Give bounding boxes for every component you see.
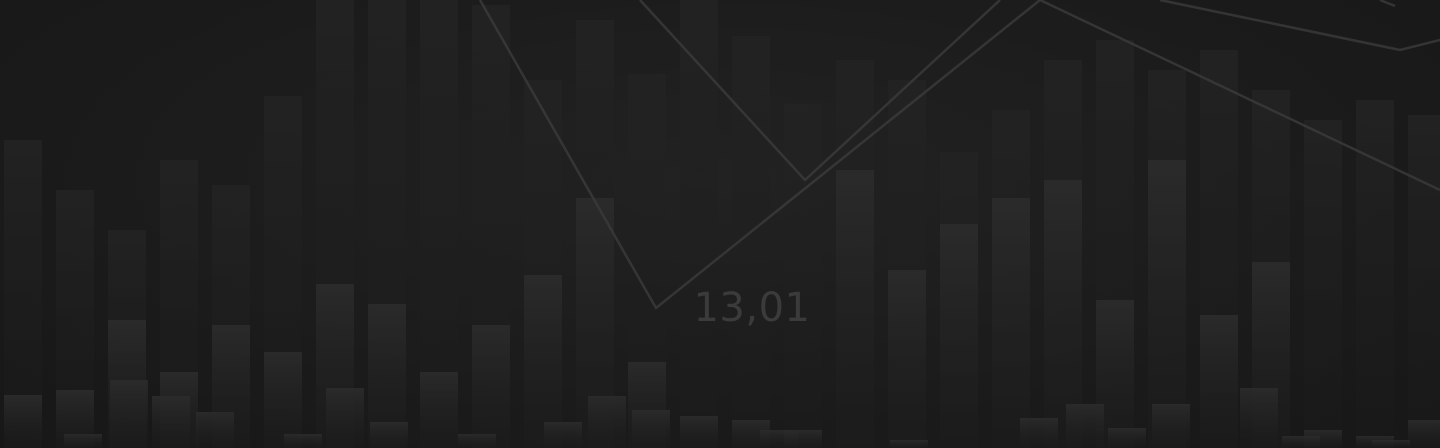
foreground-bar (196, 412, 234, 448)
foreground-bar (1108, 428, 1146, 448)
foreground-bar (836, 170, 874, 448)
foreground-bar (1066, 404, 1104, 448)
foreground-bar (680, 416, 718, 448)
background-bar (680, 0, 718, 448)
foreground-bar (1282, 436, 1320, 448)
foreground-bar (1200, 315, 1238, 448)
foreground-bar (4, 395, 42, 448)
foreground-bar (1044, 180, 1082, 448)
foreground-bar (1020, 418, 1058, 448)
foreground-bar (992, 198, 1030, 448)
foreground-bar (588, 396, 626, 448)
background-bar (1408, 115, 1440, 448)
trend-line (639, 0, 1001, 182)
foreground-bar (544, 422, 582, 448)
foreground-bar (760, 430, 798, 448)
foreground-bar (1240, 388, 1278, 448)
foreground-bar (890, 440, 928, 448)
foreground-bar (940, 224, 978, 448)
foreground-bar (152, 396, 190, 448)
foreground-bar (1372, 440, 1410, 448)
foreground-bar (1408, 420, 1440, 448)
foreground-bar (420, 372, 458, 448)
center-value-label: 13,01 (693, 285, 811, 331)
foreground-bar (264, 352, 302, 448)
foreground-bar (632, 410, 670, 448)
foreground-bar (1148, 160, 1186, 448)
front-bar-layer (4, 160, 1440, 448)
trend-line-layer (478, 0, 1440, 310)
foreground-bar (458, 434, 496, 448)
foreground-bar (888, 270, 926, 448)
trend-line (1159, 0, 1440, 52)
background-bar (784, 104, 822, 448)
foreground-bar (524, 275, 562, 448)
foreground-bar (64, 434, 102, 448)
foreground-bar (326, 388, 364, 448)
foreground-bar (370, 422, 408, 448)
foreground-bar (1152, 404, 1190, 448)
foreground-bar (472, 325, 510, 448)
trend-line (478, 0, 1041, 310)
foreground-bar (110, 380, 148, 448)
trend-line (1379, 0, 1396, 8)
background-bar (1304, 120, 1342, 448)
foreground-bar (284, 434, 322, 448)
trend-line (1039, 0, 1440, 192)
